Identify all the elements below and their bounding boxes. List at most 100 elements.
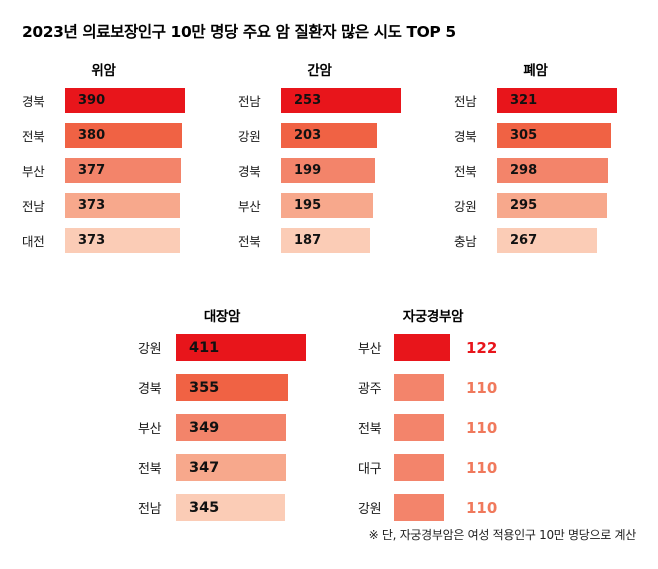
bar-row: 전남 253 — [238, 88, 401, 113]
value-label: 355 — [189, 379, 220, 396]
bar-row: 대전 373 — [22, 228, 185, 253]
value-label: 347 — [189, 459, 220, 476]
bar-list: 전남 321 경북 305 전북 298 강원 295 충남 267 — [454, 88, 617, 253]
region-label: 광주 — [358, 382, 382, 397]
region-label: 전남 — [238, 94, 261, 109]
bar-row: 부산 122 — [358, 334, 508, 361]
chart-lung-cancer: 폐암 전남 321 경북 305 전북 298 강원 295 충남 267 — [454, 59, 617, 263]
bar: 305 — [497, 123, 612, 148]
value-label: 122 — [466, 338, 498, 357]
chart-title-liver: 간암 — [307, 63, 332, 79]
bar-row: 강원 411 — [138, 334, 306, 361]
value-label: 411 — [189, 339, 220, 356]
region-label: 대구 — [358, 462, 382, 477]
bar-track — [394, 374, 450, 401]
region-label: 전북 — [22, 129, 45, 144]
bar-row: 충남 267 — [454, 228, 617, 253]
bar-row: 경북 305 — [454, 123, 617, 148]
bar-track: 187 — [281, 228, 401, 253]
bar: 195 — [281, 193, 374, 218]
bar-row: 대구 110 — [358, 454, 508, 481]
bar: 373 — [65, 193, 180, 218]
bar: 380 — [65, 123, 182, 148]
bar-row: 강원 110 — [358, 494, 508, 521]
bar-track: 380 — [65, 123, 185, 148]
bar: 377 — [65, 158, 181, 183]
bar-track — [394, 334, 450, 361]
region-label: 부산 — [22, 164, 45, 179]
bar: 390 — [65, 88, 185, 113]
bar: 355 — [176, 374, 289, 401]
bar-list: 강원 411 경북 355 부산 349 전북 347 전남 345 — [138, 334, 306, 521]
bar-track: 373 — [65, 228, 185, 253]
value-label: 267 — [510, 233, 538, 248]
bar — [394, 494, 445, 521]
bar — [394, 454, 445, 481]
region-label: 강원 — [238, 129, 261, 144]
chart-stomach-cancer: 위암 경북 390 전북 380 부산 377 전남 373 대전 373 — [22, 59, 185, 263]
bar-track: 321 — [497, 88, 617, 113]
bar-row: 전북 110 — [358, 414, 508, 441]
value-label: 305 — [510, 128, 538, 143]
bar-row: 강원 295 — [454, 193, 617, 218]
bar-row: 전북 380 — [22, 123, 185, 148]
value-label: 377 — [78, 163, 106, 178]
value-label: 110 — [466, 498, 498, 517]
chart-title-cervical: 자궁경부암 — [402, 309, 464, 325]
value-label: 345 — [189, 499, 220, 516]
chart-liver-cancer: 간암 전남 253 강원 203 경북 199 부산 195 전북 187 — [238, 59, 401, 263]
bar-list: 부산 122 광주 110 전북 110 대구 110 강원 110 — [358, 334, 508, 521]
region-label: 전남 — [454, 94, 477, 109]
region-label: 전북 — [454, 164, 477, 179]
value-label: 321 — [510, 93, 538, 108]
bar-track: 411 — [176, 334, 306, 361]
bar: 347 — [176, 454, 286, 481]
region-label: 경북 — [22, 94, 45, 109]
bar — [394, 374, 445, 401]
bar-row: 부산 377 — [22, 158, 185, 183]
region-label: 부산 — [358, 342, 382, 357]
bar: 199 — [281, 158, 376, 183]
bar-track: 295 — [497, 193, 617, 218]
bar: 203 — [281, 123, 378, 148]
bar-track: 195 — [281, 193, 401, 218]
region-label: 경북 — [138, 382, 162, 397]
bar-row: 전북 298 — [454, 158, 617, 183]
bar-track: 349 — [176, 414, 306, 441]
bar-row: 강원 203 — [238, 123, 401, 148]
page-title: 2023년 의료보장인구 10만 명당 주요 암 질환자 많은 시도 TOP 5 — [22, 23, 456, 41]
charts-row-bottom: 대장암 강원 411 경북 355 부산 349 전북 347 전남 345 자궁경부암 부산 12… — [138, 305, 636, 534]
value-label: 295 — [510, 198, 538, 213]
chart-colorectal-cancer: 대장암 강원 411 경북 355 부산 349 전북 347 전남 345 — [138, 305, 306, 534]
bar-track — [394, 414, 450, 441]
bar: 267 — [497, 228, 597, 253]
bar-track: 298 — [497, 158, 617, 183]
bar: 349 — [176, 414, 287, 441]
value-label: 373 — [78, 233, 106, 248]
value-label: 380 — [78, 128, 106, 143]
bar-track: 347 — [176, 454, 306, 481]
chart-cervical-cancer: 자궁경부암 부산 122 광주 110 전북 110 대구 110 강원 110 — [358, 305, 508, 534]
bar-track: 390 — [65, 88, 185, 113]
bar-row: 부산 195 — [238, 193, 401, 218]
bar-track: 355 — [176, 374, 306, 401]
chart-title-stomach: 위암 — [91, 63, 116, 79]
value-label: 298 — [510, 163, 538, 178]
value-label: 110 — [466, 378, 498, 397]
bar-row: 전남 321 — [454, 88, 617, 113]
bar: 321 — [497, 88, 617, 113]
region-label: 전남 — [138, 502, 162, 517]
region-label: 부산 — [138, 422, 162, 437]
bar-track — [394, 454, 450, 481]
bar-row: 전남 345 — [138, 494, 306, 521]
bar — [394, 334, 450, 361]
region-label: 대전 — [22, 234, 45, 249]
bar-track: 203 — [281, 123, 401, 148]
region-label: 강원 — [454, 199, 477, 214]
bar-row: 전북 347 — [138, 454, 306, 481]
bar-list: 전남 253 강원 203 경북 199 부산 195 전북 187 — [238, 88, 401, 253]
region-label: 부산 — [238, 199, 261, 214]
value-label: 110 — [466, 418, 498, 437]
value-label: 195 — [294, 198, 322, 213]
bar-track: 267 — [497, 228, 617, 253]
